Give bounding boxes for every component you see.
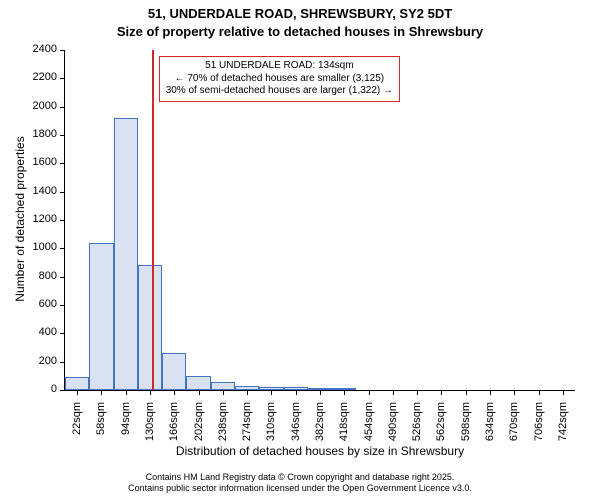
xtick-mark (344, 390, 345, 395)
annotation-line3: 30% of semi-detached houses are larger (… (166, 85, 393, 98)
ytick-label: 200 (0, 355, 57, 367)
xtick-mark (174, 390, 175, 395)
ytick-label: 2200 (0, 71, 57, 83)
footer-line1: Contains HM Land Registry data © Crown c… (0, 472, 600, 483)
xtick-mark (320, 390, 321, 395)
xtick-mark (150, 390, 151, 395)
xtick-label: 166sqm (168, 402, 180, 452)
xtick-mark (490, 390, 491, 395)
ytick-mark (60, 192, 65, 193)
xtick-label: 454sqm (363, 402, 375, 452)
xtick-mark (271, 390, 272, 395)
xtick-label: 706sqm (533, 402, 545, 452)
xtick-mark (126, 390, 127, 395)
ytick-mark (60, 220, 65, 221)
ytick-mark (60, 362, 65, 363)
xtick-label: 634sqm (484, 402, 496, 452)
ytick-mark (60, 248, 65, 249)
histogram-bar (138, 265, 162, 390)
ytick-mark (60, 163, 65, 164)
xtick-label: 94sqm (120, 402, 132, 452)
xtick-mark (466, 390, 467, 395)
ytick-label: 0 (0, 383, 57, 395)
annotation-line2: ← 70% of detached houses are smaller (3,… (166, 73, 393, 86)
histogram-bar (186, 376, 210, 390)
xtick-label: 562sqm (435, 402, 447, 452)
xtick-mark (514, 390, 515, 395)
xtick-mark (77, 390, 78, 395)
xtick-mark (417, 390, 418, 395)
xtick-label: 274sqm (241, 402, 253, 452)
chart-subtitle: Size of property relative to detached ho… (0, 24, 600, 39)
histogram-bar (65, 377, 89, 390)
xtick-mark (101, 390, 102, 395)
chart-container: 51, UNDERDALE ROAD, SHREWSBURY, SY2 5DT … (0, 0, 600, 500)
xtick-label: 670sqm (508, 402, 520, 452)
xtick-mark (563, 390, 564, 395)
histogram-bar (89, 243, 113, 390)
footer: Contains HM Land Registry data © Crown c… (0, 472, 600, 495)
ytick-label: 1600 (0, 156, 57, 168)
ytick-mark (60, 333, 65, 334)
xtick-label: 202sqm (193, 402, 205, 452)
xtick-mark (369, 390, 370, 395)
ytick-label: 1800 (0, 128, 57, 140)
xtick-mark (247, 390, 248, 395)
xtick-mark (539, 390, 540, 395)
histogram-bar (162, 353, 186, 390)
ytick-label: 2000 (0, 100, 57, 112)
chart-title: 51, UNDERDALE ROAD, SHREWSBURY, SY2 5DT (0, 6, 600, 21)
ytick-label: 1400 (0, 185, 57, 197)
annotation-box: 51 UNDERDALE ROAD: 134sqm← 70% of detach… (159, 56, 400, 102)
ytick-mark (60, 305, 65, 306)
ytick-mark (60, 135, 65, 136)
xtick-label: 238sqm (217, 402, 229, 452)
histogram-bar (211, 382, 235, 391)
xtick-label: 310sqm (265, 402, 277, 452)
xtick-label: 418sqm (338, 402, 350, 452)
xtick-label: 382sqm (314, 402, 326, 452)
ytick-mark (60, 107, 65, 108)
xtick-mark (296, 390, 297, 395)
ytick-mark (60, 50, 65, 51)
marker-line (152, 50, 154, 390)
footer-line2: Contains public sector information licen… (0, 483, 600, 494)
xtick-mark (393, 390, 394, 395)
xtick-label: 526sqm (411, 402, 423, 452)
xtick-label: 22sqm (71, 402, 83, 452)
histogram-bar (114, 118, 138, 390)
ytick-mark (60, 277, 65, 278)
xtick-mark (223, 390, 224, 395)
xtick-label: 58sqm (95, 402, 107, 452)
xtick-label: 742sqm (557, 402, 569, 452)
xtick-mark (199, 390, 200, 395)
ytick-label: 2400 (0, 43, 57, 55)
ytick-label: 400 (0, 326, 57, 338)
xtick-mark (441, 390, 442, 395)
ytick-label: 600 (0, 298, 57, 310)
xtick-label: 490sqm (387, 402, 399, 452)
xtick-label: 346sqm (290, 402, 302, 452)
ytick-label: 800 (0, 270, 57, 282)
xtick-label: 598sqm (460, 402, 472, 452)
ytick-label: 1000 (0, 241, 57, 253)
ytick-mark (60, 390, 65, 391)
xtick-label: 130sqm (144, 402, 156, 452)
ytick-mark (60, 78, 65, 79)
annotation-line1: 51 UNDERDALE ROAD: 134sqm (166, 60, 393, 73)
ytick-label: 1200 (0, 213, 57, 225)
